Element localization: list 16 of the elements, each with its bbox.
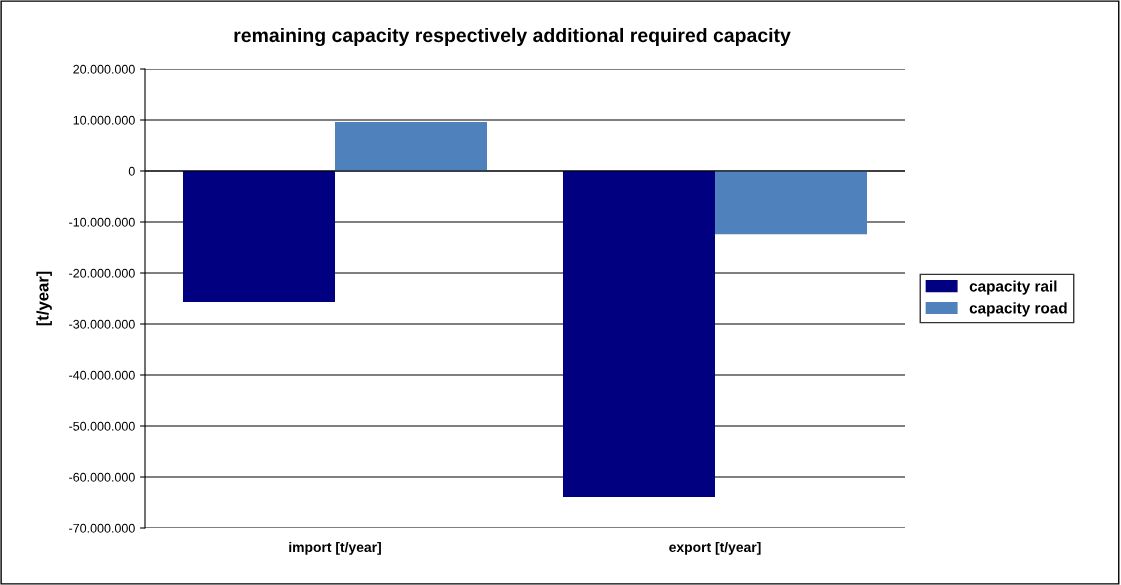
y-tick-label: -70.000.000 xyxy=(69,523,135,533)
y-tick-label: -30.000.000 xyxy=(69,319,135,329)
y-tick-label: -60.000.000 xyxy=(69,472,135,482)
legend-label: capacity road xyxy=(969,302,1067,317)
y-tick-label: 10.000.000 xyxy=(73,115,135,125)
y-tick-label: -10.000.000 xyxy=(69,217,135,227)
y-tick-label: -40.000.000 xyxy=(69,370,135,380)
chart-title: remaining capacity respectively additional required capacity xyxy=(234,27,791,47)
y-tick-label: -50.000.000 xyxy=(69,421,135,431)
y-tick-label: -20.000.000 xyxy=(69,268,135,278)
legend-label: capacity rail xyxy=(969,280,1057,295)
x-tick-label: import [t/year] xyxy=(289,541,381,555)
y-axis-title: [t/year] xyxy=(36,271,52,326)
y-tick-label: 0 xyxy=(128,166,135,176)
x-tick-label: export [t/year] xyxy=(669,541,761,555)
y-tick-label: 20.000.000 xyxy=(73,64,135,74)
